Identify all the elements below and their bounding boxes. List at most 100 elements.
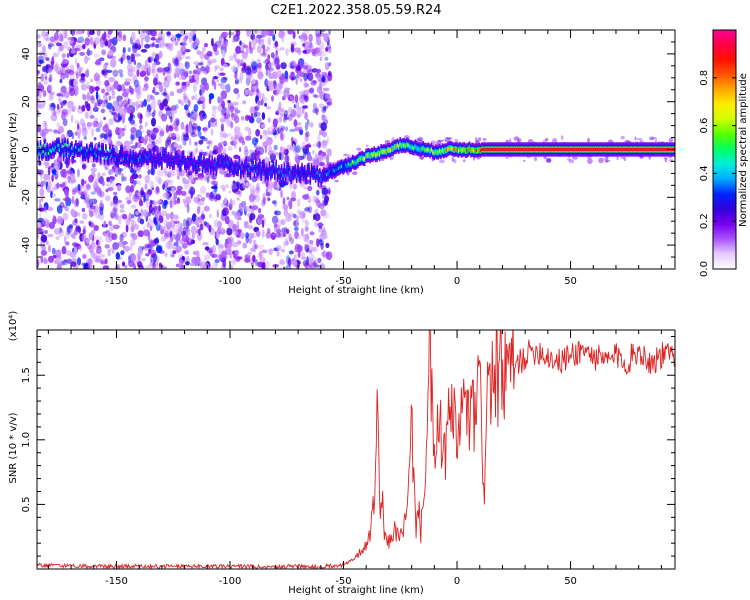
spectrogram-cell xyxy=(200,261,207,269)
spectrogram-cell xyxy=(281,227,287,233)
spectrogram-cell xyxy=(265,187,269,197)
spectrogram-cell xyxy=(67,144,69,148)
spectrogram-cell xyxy=(350,162,352,167)
spectrogram-cell xyxy=(331,170,333,174)
spectrogram-cell xyxy=(115,126,119,134)
spectrogram-cell xyxy=(41,30,47,37)
spectrogram-cell xyxy=(185,220,190,229)
spectrogram-cell xyxy=(170,236,174,243)
spectrogram-cell xyxy=(154,91,160,96)
spectrogram-cell xyxy=(252,239,257,245)
spectrogram-cell xyxy=(226,113,230,121)
spectrogram-cell xyxy=(121,150,124,154)
spectrogram-cell xyxy=(111,84,115,92)
spectrogram-cell xyxy=(220,76,227,84)
spectrogram-cell xyxy=(535,147,538,152)
spectrogram-cell xyxy=(70,49,74,55)
spectrogram-cell xyxy=(128,212,132,222)
colorbar-label: Normalized spectral amplitude xyxy=(738,73,749,227)
spectrogram-cell xyxy=(82,164,86,169)
spectrogram-cell xyxy=(545,138,548,142)
colorbar-tick-label: 0.2 xyxy=(699,213,710,229)
spectrogram-cell xyxy=(143,155,145,159)
spectrogram-cell xyxy=(55,249,62,258)
spectrogram-cell xyxy=(115,252,121,260)
spectrogram-cell xyxy=(116,95,123,101)
spectrogram-cell xyxy=(116,263,120,269)
spectrogram-cell xyxy=(266,228,271,234)
spectrogram-cell xyxy=(588,147,591,152)
spectrogram-cell xyxy=(108,76,115,83)
spectrogram-cell xyxy=(532,147,535,152)
spectrogram-cell xyxy=(299,72,306,78)
spectrogram-cell xyxy=(43,258,48,265)
spectrogram-cell xyxy=(317,257,322,263)
spectrogram-cell xyxy=(254,105,260,111)
spectrogram-cell xyxy=(144,183,148,190)
spectrogram-cell xyxy=(343,153,348,157)
spectrogram-cell xyxy=(291,76,294,81)
spectrogram-cell xyxy=(63,188,69,196)
spectrogram-cell xyxy=(74,47,81,52)
spectrogram-cell xyxy=(322,131,328,138)
spectrogram-cell xyxy=(398,145,400,149)
spectrogram-cell xyxy=(183,92,187,100)
spectrogram-cell xyxy=(200,157,203,161)
spectrogram-cell xyxy=(167,141,172,149)
spectrogram-cell xyxy=(46,206,54,212)
spectrogram-cell xyxy=(171,187,175,195)
spectrogram-cell xyxy=(104,92,110,96)
spectrogram-cell xyxy=(219,67,224,72)
spectrogram-cell xyxy=(294,126,301,132)
spectrogram-cell xyxy=(139,147,145,151)
spectrogram-cell xyxy=(447,147,449,151)
spectrogram-cell xyxy=(82,94,87,101)
spectrogram-cell xyxy=(41,217,48,225)
spectrogram-cell xyxy=(325,173,328,177)
spectrogram-cell xyxy=(289,145,293,152)
spectrogram-cell xyxy=(116,184,122,192)
spectrogram-cell xyxy=(425,148,427,152)
spectrogram-cell xyxy=(310,246,316,252)
spectrogram-cell xyxy=(389,148,392,152)
spectrogram-cell xyxy=(254,259,259,266)
spectrogram-cell xyxy=(319,203,325,210)
spectrogram-cell xyxy=(122,176,127,182)
spectrogram-cell xyxy=(132,74,138,84)
spectrogram-cell xyxy=(159,130,165,137)
spectrogram-cell xyxy=(384,149,386,153)
spectrogram-cell xyxy=(206,145,210,150)
spectrogram-cell xyxy=(155,238,160,244)
spectrogram-cell xyxy=(152,110,156,119)
spectrogram-cell xyxy=(325,47,329,52)
spectrogram-cell xyxy=(131,31,136,41)
spectrogram-cell xyxy=(77,168,80,178)
spectrogram-cell xyxy=(204,164,207,168)
spectrogram-cell xyxy=(99,206,104,216)
spectrogram-cell xyxy=(334,179,339,183)
spectrogram-cell xyxy=(245,238,249,243)
spectrogram-cell xyxy=(103,220,106,228)
spectrogram-cell xyxy=(316,189,320,196)
spectrogram-cell xyxy=(97,240,101,248)
spectrogram-cell xyxy=(48,106,54,112)
spectrogram-cell xyxy=(77,212,81,217)
spectrogram-cell xyxy=(156,244,163,252)
spectrogram-cell xyxy=(315,32,321,38)
spectrogram-cell xyxy=(144,43,151,49)
spectrogram-cell xyxy=(255,146,259,151)
spectrogram-cell xyxy=(281,108,285,113)
spectrogram-cell xyxy=(221,106,228,116)
spectrogram-cell xyxy=(58,183,66,188)
spectrogram-cell xyxy=(130,53,135,63)
spectrogram-cell xyxy=(276,250,280,257)
spectrogram-cell xyxy=(67,37,75,44)
spectrogram-cell xyxy=(83,225,87,230)
spectrogram-cell xyxy=(137,261,143,268)
spectrogram-cell xyxy=(192,43,196,50)
spectrogram-cell xyxy=(111,90,116,96)
spectrogram-cell xyxy=(640,147,643,152)
spectrogram-cell xyxy=(164,171,172,177)
spectrogram-cell xyxy=(218,226,224,233)
spectrogram-cell xyxy=(208,160,211,164)
